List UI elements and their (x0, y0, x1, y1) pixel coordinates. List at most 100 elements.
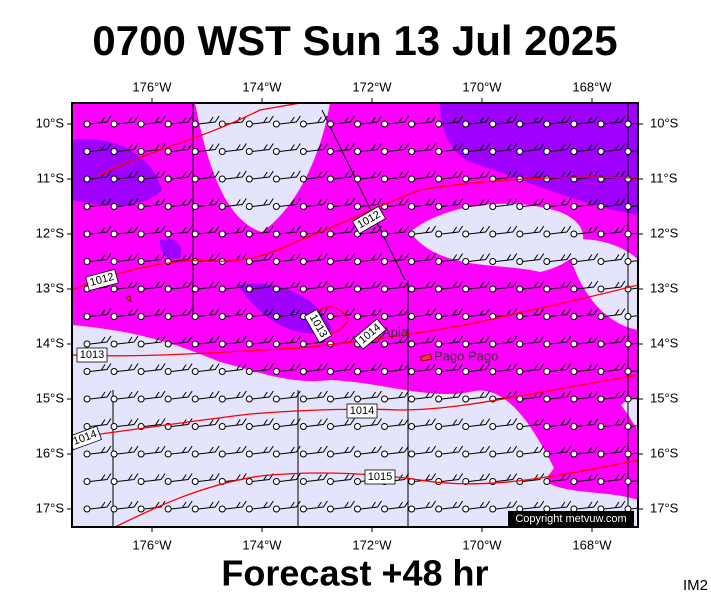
barb (171, 115, 193, 125)
barb-station (326, 175, 334, 183)
barb (495, 445, 518, 455)
isobar-value: 1015 (368, 471, 392, 483)
barb (468, 418, 491, 427)
barb (549, 390, 572, 400)
barb-station (543, 120, 551, 128)
barb-station (110, 478, 118, 485)
barb-station (218, 368, 226, 375)
barb-station (164, 340, 172, 348)
barb-station (326, 450, 334, 458)
barb (495, 280, 518, 290)
lat-label: 17°S (650, 500, 679, 515)
lat-label: 12°S (36, 225, 65, 240)
barb-station (381, 423, 389, 430)
barb (576, 198, 599, 207)
barb (333, 143, 355, 152)
label-box (364, 469, 396, 485)
barb-station (354, 120, 361, 128)
lat-label: 13°S (36, 280, 65, 295)
barb (116, 280, 139, 290)
barb (468, 445, 491, 455)
barb-station (624, 423, 632, 430)
barb-station (83, 120, 91, 128)
barb-station (462, 423, 470, 430)
barb (522, 225, 545, 235)
barb-station (191, 368, 199, 375)
barb-station (408, 120, 416, 128)
barb (603, 418, 626, 427)
barb (387, 308, 409, 317)
precip-area (72, 103, 638, 480)
barb (306, 445, 328, 455)
barb (252, 418, 274, 427)
barb (279, 500, 301, 510)
barb-station (218, 423, 226, 430)
barb (441, 253, 464, 262)
barb (495, 170, 518, 180)
barb (198, 473, 220, 482)
barb-station (624, 258, 632, 265)
barb-station (570, 258, 578, 265)
barb-station (299, 340, 307, 348)
barb-station (164, 285, 172, 293)
barb-station (299, 203, 307, 210)
barb (414, 308, 437, 317)
barb-station (137, 368, 145, 375)
barb-station (83, 395, 91, 403)
footer: Forecast +48 hr (221, 553, 488, 594)
barb-station (543, 423, 551, 430)
barb-station (624, 340, 632, 348)
barb-station (462, 258, 470, 265)
place-label: Pago Pago (434, 348, 498, 363)
barb (414, 253, 437, 262)
barb-station (245, 175, 253, 183)
barb-station (489, 120, 497, 128)
barb (603, 445, 626, 455)
barb (522, 363, 545, 372)
barb (144, 500, 166, 510)
barb (441, 418, 464, 427)
barb (603, 115, 626, 125)
barb-station (354, 148, 361, 155)
barb (414, 115, 437, 125)
barb (387, 335, 409, 345)
isobar-value: 1014 (350, 405, 374, 417)
barb (414, 143, 437, 152)
barb-station (272, 340, 280, 348)
barb (171, 473, 193, 482)
lon-label: 172°W (352, 79, 392, 94)
barb-station (245, 285, 253, 293)
barb-station (272, 148, 280, 155)
barb-station (381, 313, 389, 320)
barb (603, 253, 626, 262)
barb (171, 253, 193, 262)
barb-station (164, 505, 172, 513)
barb-station (110, 285, 118, 293)
lat-label: 14°S (650, 335, 679, 350)
barb-station (218, 175, 226, 183)
barb (522, 115, 545, 125)
barb-station (624, 478, 632, 485)
barb (468, 308, 491, 317)
barb-station (624, 148, 632, 155)
barb (576, 253, 599, 262)
barb (387, 170, 409, 180)
barb (387, 225, 409, 235)
barb (360, 115, 382, 125)
barb-station (381, 285, 389, 293)
barb (198, 115, 220, 125)
barb-station (489, 230, 497, 238)
barb (144, 198, 166, 207)
barb (198, 445, 220, 455)
barb-station (299, 285, 307, 293)
barb (198, 198, 220, 207)
barb-station (272, 478, 280, 485)
barb (306, 198, 328, 207)
barb-station (354, 175, 361, 183)
barb-station (570, 148, 578, 155)
barb-station (326, 258, 334, 265)
barb (522, 500, 545, 510)
barb (279, 280, 301, 290)
barb-station (570, 368, 578, 375)
barb (198, 143, 220, 152)
